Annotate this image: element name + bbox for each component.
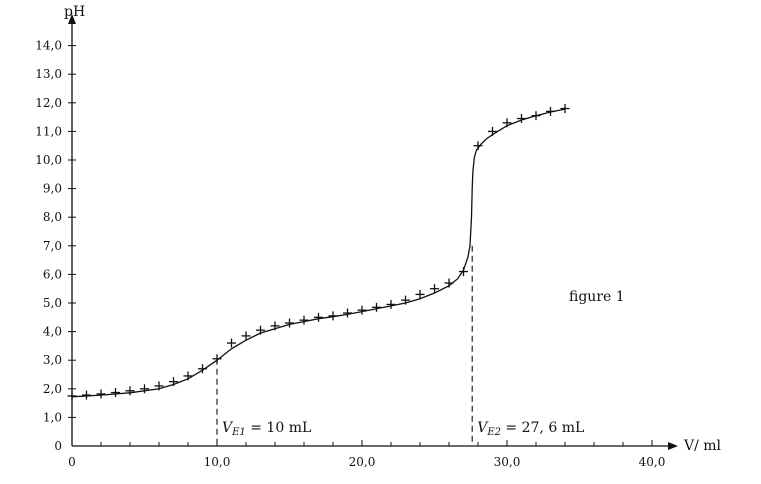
- y-tick-label: 3,0: [43, 353, 62, 367]
- y-tick-label: 1,0: [43, 410, 62, 424]
- data-point: [459, 267, 468, 277]
- data-point: [299, 315, 309, 325]
- y-tick-label: 4,0: [43, 325, 62, 339]
- y-tick-label: 9,0: [43, 182, 62, 196]
- data-point: [183, 371, 193, 381]
- y-axis-arrow: [68, 14, 76, 24]
- x-axis: V/ ml: [72, 438, 722, 454]
- data-point: [270, 321, 280, 331]
- data-point: [198, 364, 207, 374]
- data-point: [111, 388, 120, 398]
- y-axis-title: pH: [64, 4, 85, 20]
- y-tick-label: 7,0: [43, 239, 62, 253]
- y-tick-label: 12,0: [35, 96, 62, 110]
- data-point: [444, 278, 454, 288]
- data-point: [386, 299, 396, 309]
- data-point: [502, 118, 512, 128]
- data-point: [531, 111, 541, 121]
- data-point: [154, 381, 164, 391]
- y-ticks: 0 1,0 2,0 3,0 4,0 5,0 6,0 7,0 8,0 9,0 10,0 11,0 12,0…: [35, 39, 76, 453]
- data-point: [285, 318, 294, 328]
- data-point: [256, 325, 265, 335]
- data-point: [328, 311, 338, 321]
- x-tick-label: 20,0: [349, 455, 376, 469]
- data-point: [517, 114, 526, 124]
- data-point: [560, 104, 570, 114]
- data-point: [314, 312, 323, 322]
- y-tick-label: 10,0: [35, 153, 62, 167]
- data-point: [241, 331, 251, 341]
- y-tick-label: 2,0: [43, 382, 62, 396]
- y-axis: pH: [64, 4, 85, 446]
- x-tick-label: 0: [68, 455, 76, 469]
- data-point: [125, 386, 135, 396]
- data-point: [357, 305, 367, 315]
- x-axis-title: V/ ml: [683, 438, 722, 454]
- equivalence-label: VE2 = 27, 6 mL: [477, 420, 584, 438]
- titration-curve: [71, 108, 566, 398]
- data-point: [140, 384, 149, 394]
- y-tick-label: 0: [54, 439, 62, 453]
- y-tick-label: 11,0: [35, 124, 62, 138]
- data-point: [372, 302, 381, 312]
- data-point: [169, 377, 178, 387]
- data-point: [430, 284, 439, 294]
- equivalence-markers: VE1 = 10 mL VE2 = 27, 6 mL: [216, 245, 584, 446]
- data-point: [212, 354, 222, 364]
- data-point: [473, 141, 483, 151]
- data-point: [67, 391, 77, 401]
- data-point: [96, 389, 106, 399]
- data-point: [227, 338, 236, 348]
- figure-label: figure 1: [569, 289, 625, 305]
- data-point: [343, 308, 352, 318]
- data-point: [415, 289, 425, 299]
- y-tick-label: 6,0: [43, 267, 62, 281]
- x-tick-label: 30,0: [494, 455, 521, 469]
- equivalence-label: VE1 = 10 mL: [222, 420, 311, 438]
- y-tick-label: 5,0: [43, 296, 62, 310]
- y-tick-label: 14,0: [35, 39, 62, 53]
- data-points: [67, 104, 570, 401]
- x-tick-label: 10,0: [204, 455, 231, 469]
- x-axis-arrow: [668, 442, 678, 450]
- x-ticks: 0 10,0 20,0 30,0 40,0: [68, 440, 665, 469]
- y-tick-label: 8,0: [43, 210, 62, 224]
- data-point: [401, 295, 410, 305]
- data-point: [488, 126, 497, 136]
- data-point: [82, 390, 91, 400]
- data-point: [546, 106, 555, 116]
- x-tick-label: 40,0: [639, 455, 666, 469]
- y-tick-label: 13,0: [35, 67, 62, 81]
